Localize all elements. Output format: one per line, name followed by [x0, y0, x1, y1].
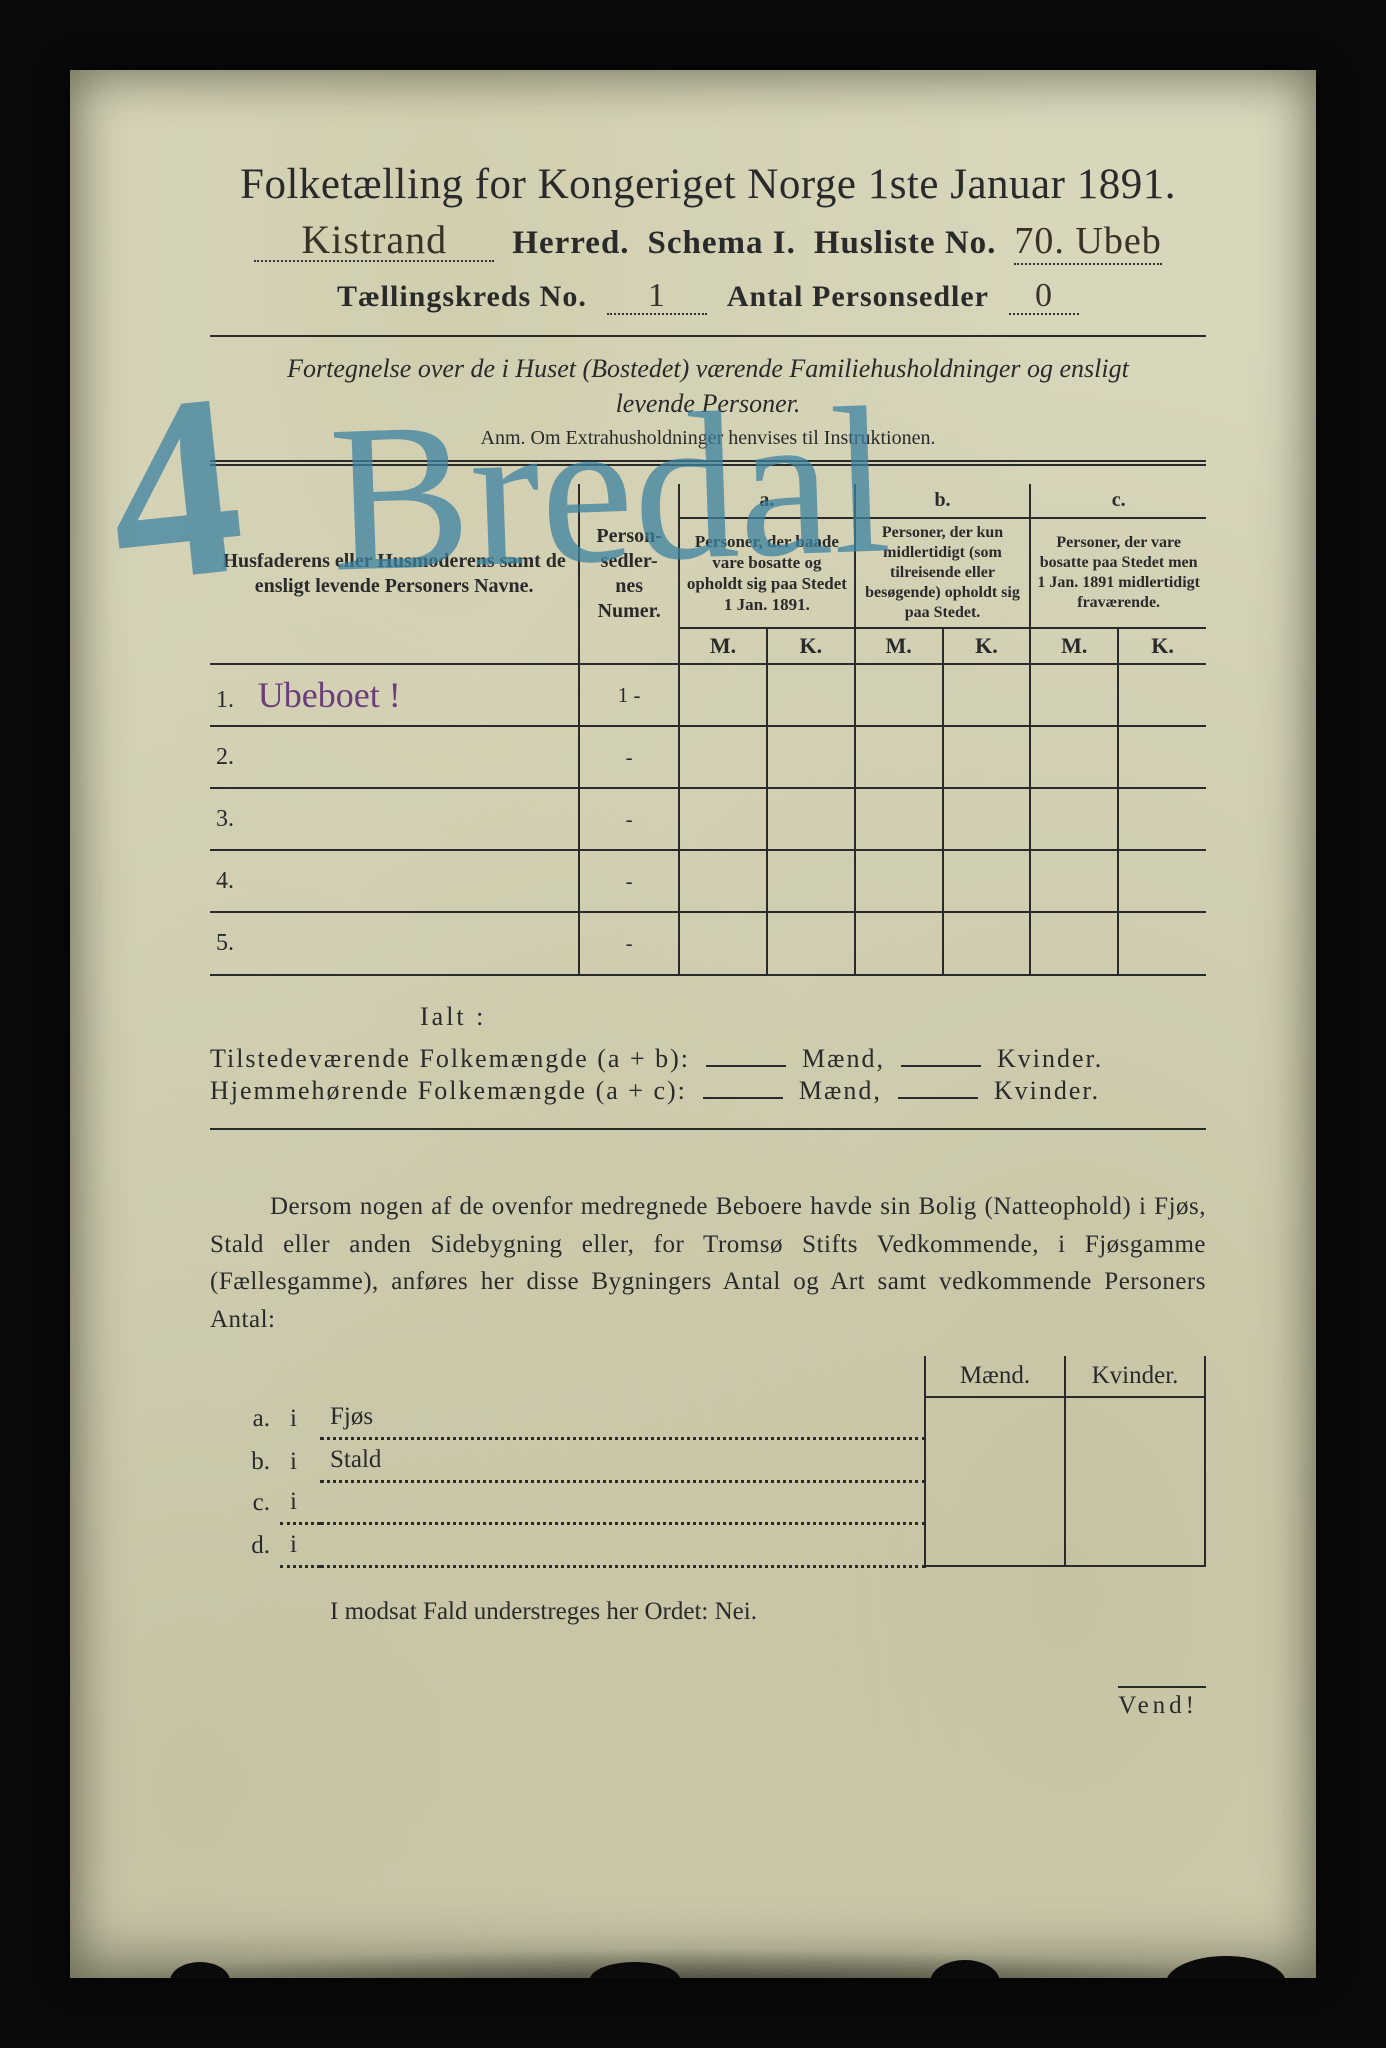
torn-edge	[590, 1962, 680, 1978]
th-k-c: K.	[1118, 628, 1206, 664]
hjemme-label: Hjemmehørende Folkemængde (a + c):	[210, 1076, 687, 1106]
th-a-desc: Personer, der baade vare bosatte og opho…	[679, 518, 855, 628]
schema-label: Schema I.	[648, 225, 796, 262]
th-b: b.	[855, 484, 1031, 518]
building-row: b. i Stald	[210, 1439, 1205, 1482]
building-row: d. i	[210, 1523, 1205, 1566]
blank-field	[706, 1046, 786, 1067]
ialt-label: Ialt :	[420, 1002, 1206, 1032]
building-row-label: d.	[210, 1523, 280, 1566]
building-row-i: i	[280, 1523, 320, 1566]
blank-field	[703, 1078, 783, 1099]
subheading: Fortegnelse over de i Huset (Bostedet) v…	[210, 351, 1206, 421]
nei-line: I modsat Fald understreges her Ordet: Ne…	[210, 1598, 1206, 1626]
row-number: 3.	[216, 806, 252, 832]
building-maend-header: Mænd.	[925, 1356, 1065, 1397]
building-kvinder-header: Kvinder.	[1065, 1356, 1205, 1397]
building-row-label: c.	[210, 1482, 280, 1524]
building-row-label: b.	[210, 1439, 280, 1482]
census-form-page: 4 Bredal Folketælling for Kongeriget Nor…	[70, 70, 1316, 1978]
husliste-label: Husliste No.	[814, 225, 997, 262]
header-line-2: Kistrand Herred. Schema I. Husliste No. …	[210, 219, 1206, 265]
building-row: a. i Fjøs	[210, 1397, 1205, 1439]
rule-2	[210, 460, 1206, 466]
tilstede-label: Tilstedeværende Folkemængde (a + b):	[210, 1044, 690, 1074]
th-numer: Person- sedler- nes Numer.	[579, 484, 679, 664]
th-c: c.	[1030, 484, 1206, 518]
subheading-line2: levende Personer.	[616, 389, 801, 418]
th-names: Husfaderens eller Husmoderens samt de en…	[210, 484, 579, 664]
herred-label: Herred.	[512, 225, 629, 262]
th-k-b: K.	[943, 628, 1031, 664]
building-paragraph: Dersom nogen af de ovenfor medregnede Be…	[210, 1188, 1206, 1338]
row-name: Ubeboet !	[258, 675, 401, 715]
table-bottom-rule	[210, 974, 1206, 976]
rule-1	[210, 335, 1206, 337]
th-b-desc: Personer, der kun midlertidigt (som tilr…	[855, 518, 1031, 628]
th-c-desc: Personer, der vare bosatte paa Stedet me…	[1030, 518, 1206, 628]
building-row-type	[320, 1523, 925, 1566]
building-row-label: a.	[210, 1397, 280, 1439]
subheading-note: Anm. Om Extrahusholdninger henvises til …	[210, 427, 1206, 450]
th-a: a.	[679, 484, 855, 518]
row-number: 5.	[216, 930, 252, 956]
table-row: 1. Ubeboet ! 1 -	[210, 664, 1206, 726]
building-row-type: Stald	[320, 1439, 925, 1482]
row-number: 1.	[216, 687, 252, 713]
row-num-cell: 1 -	[579, 664, 679, 726]
herred-field: Kistrand	[254, 220, 494, 262]
maend-label: Mænd,	[799, 1076, 882, 1106]
rule-3	[210, 1128, 1206, 1130]
husliste-field: 70. Ubeb	[1014, 219, 1161, 265]
sedler-label: Antal Personsedler	[727, 280, 989, 314]
th-k-a: K.	[767, 628, 855, 664]
building-row-i: i	[280, 1439, 320, 1482]
edge-shadow	[70, 1948, 1316, 1978]
torn-edge	[930, 1960, 1000, 1978]
table-row: 3. -	[210, 788, 1206, 850]
kvinder-label: Kvinder.	[997, 1044, 1103, 1074]
tilstede-line: Tilstedeværende Folkemængde (a + b): Mæn…	[210, 1044, 1206, 1074]
blank-field	[898, 1078, 978, 1099]
form-content: Folketælling for Kongeriget Norge 1ste J…	[210, 160, 1206, 1626]
th-m-a: M.	[679, 628, 767, 664]
building-row-type: Fjøs	[320, 1397, 925, 1439]
row-number: 2.	[216, 744, 252, 770]
kvinder-label: Kvinder.	[994, 1076, 1100, 1106]
building-row-i: i	[280, 1397, 320, 1439]
kreds-label: Tællingskreds No.	[337, 280, 587, 314]
header-line-3: Tællingskreds No. 1 Antal Personsedler 0	[210, 279, 1206, 315]
torn-edge	[170, 1962, 230, 1978]
th-m-b: M.	[855, 628, 943, 664]
table-row: 4. -	[210, 850, 1206, 912]
kreds-field: 1	[607, 279, 707, 315]
sedler-field: 0	[1009, 279, 1079, 315]
persons-table: Husfaderens eller Husmoderens samt de en…	[210, 484, 1206, 974]
table-row: 5. -	[210, 912, 1206, 974]
building-row: c. i	[210, 1482, 1205, 1524]
subheading-line1: Fortegnelse over de i Huset (Bostedet) v…	[287, 354, 1129, 383]
building-table: Mænd. Kvinder. a. i Fjøs b. i Stald c. i	[210, 1356, 1206, 1568]
table-row: 2. -	[210, 726, 1206, 788]
vend-label: Vend!	[1118, 1686, 1206, 1720]
torn-edge	[1166, 1956, 1286, 1978]
hjemme-line: Hjemmehørende Folkemængde (a + c): Mænd,…	[210, 1076, 1206, 1106]
row-num-cell: -	[579, 850, 679, 912]
building-row-type	[320, 1482, 925, 1524]
th-m-c: M.	[1030, 628, 1118, 664]
blank-field	[901, 1046, 981, 1067]
building-row-i: i	[280, 1482, 320, 1524]
row-num-cell: -	[579, 788, 679, 850]
maend-label: Mænd,	[802, 1044, 885, 1074]
row-number: 4.	[216, 868, 252, 894]
page-title: Folketælling for Kongeriget Norge 1ste J…	[210, 160, 1206, 209]
row-num-cell: -	[579, 912, 679, 974]
row-num-cell: -	[579, 726, 679, 788]
